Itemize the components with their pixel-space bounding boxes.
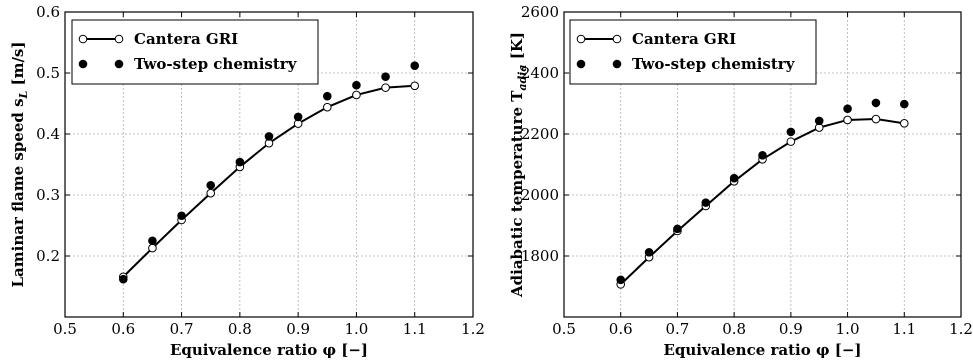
- panel-2-legend-marker: [612, 59, 622, 69]
- panel-2-legend-box: [569, 19, 817, 85]
- panel-2-series-point: [871, 114, 881, 124]
- panel-2-series-point: [673, 224, 682, 234]
- panel-1-x-tick-label: 0.6: [111, 320, 135, 338]
- panel-2-series-point: [843, 104, 852, 113]
- panel-2-series-point: [814, 116, 824, 126]
- panel-1-series-point: [381, 83, 390, 92]
- panel-1-series-point: [148, 243, 157, 253]
- panel-2-series-point: [843, 115, 852, 125]
- panel-2-x-tick-label: 0.5: [552, 320, 576, 338]
- panel-1-y-tick-label: 0.5: [36, 64, 60, 82]
- panel-1-series-point: [352, 80, 361, 90]
- panel-2-x-tick-label: 1.2: [949, 320, 973, 338]
- panel-1-x-tick-label: 0.5: [53, 320, 77, 338]
- panel-1-x-tick-label: 0.9: [286, 320, 310, 338]
- panel-2-series-point: [616, 275, 626, 285]
- panel-2-y-tick-label: 2600: [521, 3, 559, 21]
- panel-2-series-point: [899, 99, 909, 109]
- panel-1-x-tick-label: 0.8: [228, 320, 252, 338]
- panel-2-x-tick-label: 0.8: [722, 320, 746, 338]
- panel-1-legend-box: [71, 19, 319, 85]
- panel-1-axes-frame: [64, 11, 474, 318]
- panel-1-legend-marker: [78, 59, 88, 69]
- panel-2-x-tick-label: 1.1: [892, 320, 916, 338]
- panel-1-series-point: [148, 236, 157, 246]
- panel-1-x-tick-label: 0.7: [170, 320, 194, 338]
- panel-1-series-point: [235, 157, 245, 167]
- panel-1-y-axis-title: Laminar flame speed sL [m/s]: [9, 42, 30, 288]
- panel-2-legend-marker: [576, 34, 586, 44]
- panel-2-y-tick-label: 2400: [521, 64, 559, 82]
- panel-1-legend: Cantera GRI Two-step chemistry: [71, 19, 319, 85]
- panel-1-series-2: [118, 61, 420, 284]
- panel-2-legend-marker: [576, 59, 586, 69]
- panel-1-series-point: [410, 61, 420, 70]
- panel-1-y-tick-label: 0.3: [36, 186, 60, 204]
- panel-1-series-point: [322, 91, 332, 101]
- panel-1-legend-label: Two-step chemistry: [134, 55, 298, 73]
- panel-1-series-point: [206, 180, 216, 190]
- panel-2-series-point: [899, 119, 909, 128]
- panel-2-x-axis-title: Equivalence ratio φ [−]: [663, 341, 861, 359]
- panel-1-series-point: [177, 211, 186, 221]
- panel-2-series-point: [729, 173, 739, 183]
- panel-1-x-axis-title: Equivalence ratio φ [−]: [170, 341, 368, 359]
- panel-1-legend-marker: [114, 59, 124, 69]
- panel-2-series-2: [616, 98, 909, 285]
- panel-1-legend-marker: [114, 34, 124, 44]
- panel-2-series-line: [620, 118, 905, 286]
- panel-1-plot: 0.5 0.6 0.7 0.8 0.9 1.0 1.1 1.2 0.2 0.3 0.4 0.5 0.6 E…: [9, 3, 485, 359]
- panel-1-y-tick-label: 0.4: [36, 125, 60, 143]
- panel-1-x-tick-label: 1.2: [461, 320, 485, 338]
- panel-2-axes-frame: [563, 11, 962, 318]
- panel-2-series-point: [786, 127, 796, 137]
- panel-1-series-point: [352, 90, 361, 100]
- panel-2-series-point: [644, 248, 654, 257]
- panel-1-series-point: [118, 274, 128, 284]
- panel-1-series-1: [118, 81, 420, 282]
- panel-2-y-tick-label: 2000: [521, 186, 559, 204]
- panel-2-legend-marker: [612, 34, 622, 44]
- panel-1-series-point: [264, 132, 274, 141]
- panel-2-legend-label: Cantera GRI: [632, 30, 736, 48]
- panel-2-plot: 0.5 0.6 0.7 0.8 0.9 1.0 1.1 1.2 1800 2000 2200 2400…: [508, 3, 973, 359]
- panel-2-x-tick-label: 1.0: [836, 320, 860, 338]
- panel-2-x-tick-label: 0.9: [779, 320, 803, 338]
- panel-2-series-point: [701, 198, 711, 207]
- panel-1-series-point: [206, 188, 216, 198]
- panel-2-y-tick-label: 1800: [521, 247, 559, 265]
- panel-1-y-tick-label: 0.2: [36, 247, 60, 265]
- panel-1-legend-marker: [78, 34, 88, 44]
- panel-2-x-tick-label: 0.6: [609, 320, 633, 338]
- panel-1-legend-label: Cantera GRI: [134, 30, 238, 48]
- panel-1-series-point: [410, 81, 420, 91]
- panel-1-x-tick-label: 1.0: [344, 320, 368, 338]
- panel-1-y-tick-label: 0.6: [36, 3, 60, 21]
- panel-1-series-point: [381, 72, 390, 81]
- panel-2-series-point: [786, 137, 796, 146]
- panel-1-series-point: [322, 102, 332, 112]
- panel-2-series-point: [758, 151, 767, 160]
- panel-2-series-1: [616, 114, 909, 289]
- panel-2-y-tick-label: 2200: [521, 125, 559, 143]
- panel-2-y-axis-title: Adiabatic temperature Tadia [K]: [508, 32, 529, 298]
- panel-1-series-line: [122, 84, 415, 278]
- panel-1-x-tick-label: 1.1: [403, 320, 427, 338]
- panel-2-legend-label: Two-step chemistry: [632, 55, 796, 73]
- panel-1-series-point: [293, 112, 303, 122]
- panel-2-series-point: [871, 98, 881, 108]
- panel-2-x-tick-label: 0.7: [665, 320, 689, 338]
- panel-2-legend: Cantera GRI Two-step chemistry: [569, 19, 817, 85]
